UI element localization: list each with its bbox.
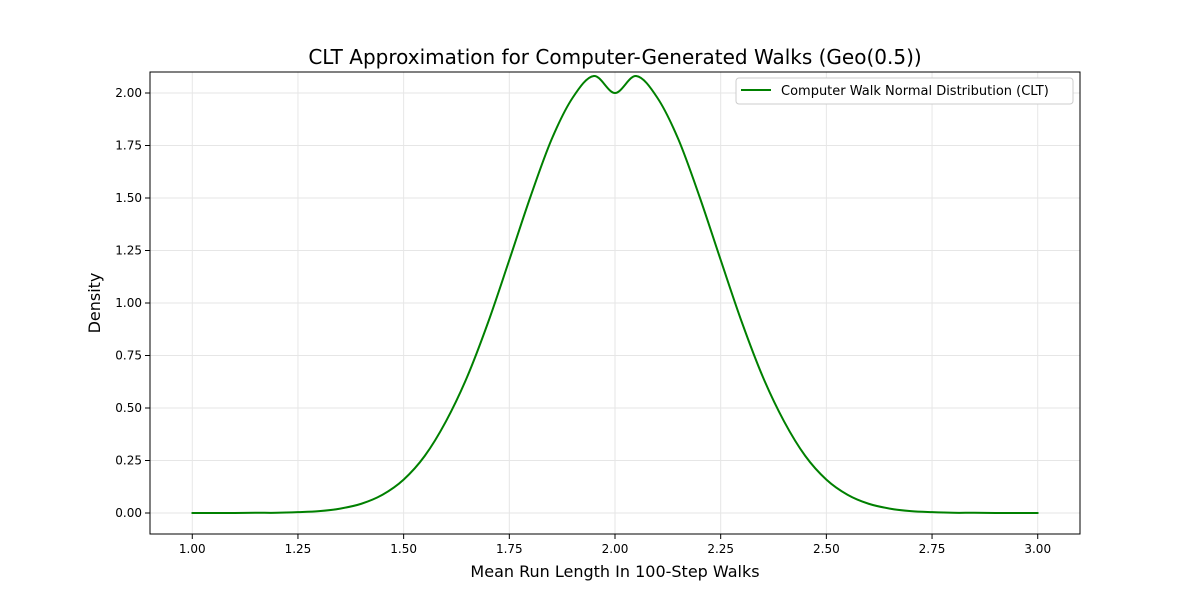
x-tick-label: 1.75	[496, 542, 523, 556]
plot-frame	[149, 71, 1081, 535]
y-tick-label: 2.00	[115, 86, 142, 100]
legend: Computer Walk Normal Distribution (CLT)	[735, 77, 1074, 105]
y-tick-label: 1.50	[115, 191, 142, 205]
x-tick-label: 2.00	[602, 542, 629, 556]
grid	[150, 72, 1080, 534]
y-axis-label: Density	[85, 273, 104, 334]
legend-label: Computer Walk Normal Distribution (CLT)	[781, 84, 1049, 99]
y-tick-label: 0.75	[115, 349, 142, 363]
y-tick-label: 0.25	[115, 454, 142, 468]
chart-title: CLT Approximation for Computer-Generated…	[308, 45, 921, 69]
y-tick-label: 1.00	[115, 296, 142, 310]
x-tick-label: 2.25	[707, 542, 734, 556]
y-tick-label: 0.50	[115, 401, 142, 415]
y-tick-label: 1.75	[115, 139, 142, 153]
x-tick-label: 1.25	[285, 542, 312, 556]
x-tick-label: 1.50	[390, 542, 417, 556]
x-axis-label: Mean Run Length In 100-Step Walks	[470, 562, 759, 581]
legend-box	[735, 77, 1074, 105]
y-tick-label: 0.00	[115, 506, 142, 520]
series-line	[191, 74, 1039, 515]
x-tick-label: 2.50	[813, 542, 840, 556]
y-tick-label: 1.25	[115, 244, 142, 258]
x-tick-label: 1.00	[179, 542, 206, 556]
x-tick-label: 3.00	[1024, 542, 1051, 556]
axis-ticks: 1.00 1.25 1.50 1.75 2.00 2.25 2.50 2.75 3.00 0.00…	[115, 86, 1051, 556]
x-tick-label: 2.75	[919, 542, 946, 556]
